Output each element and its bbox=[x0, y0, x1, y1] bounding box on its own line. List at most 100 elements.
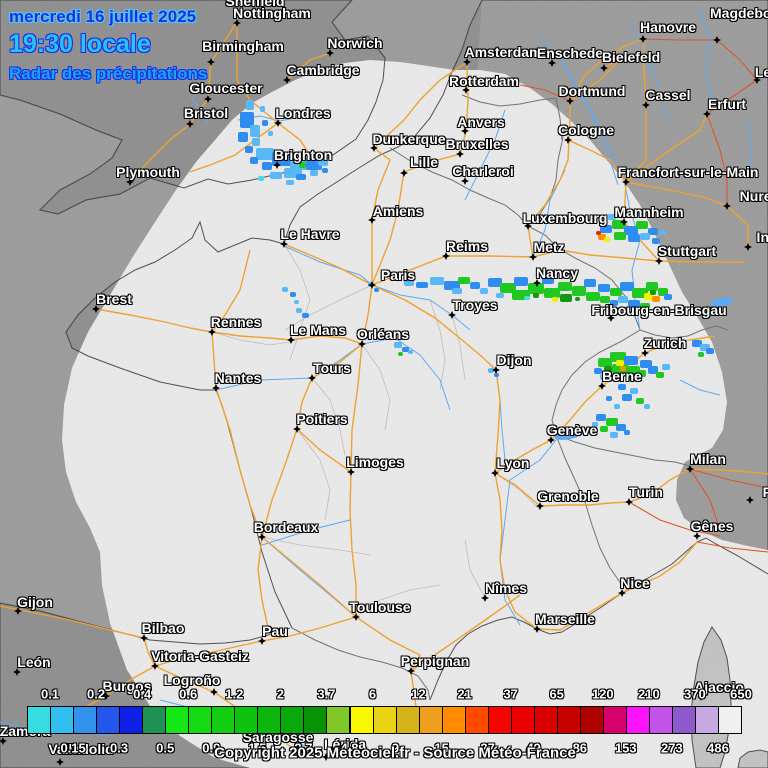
rain-cell bbox=[620, 366, 626, 371]
rain-cell bbox=[596, 231, 601, 235]
rain-cell bbox=[638, 212, 646, 217]
city-marker-icon bbox=[713, 36, 721, 44]
rain-cell bbox=[238, 132, 248, 142]
legend-threshold-label: 153 bbox=[614, 740, 637, 756]
city-marker-icon bbox=[463, 58, 471, 66]
city-marker-icon bbox=[686, 465, 694, 473]
rain-cell bbox=[480, 288, 488, 294]
rain-cell bbox=[496, 293, 504, 298]
city-marker-icon bbox=[368, 216, 376, 224]
legend-color-cell bbox=[119, 706, 144, 734]
rain-cell bbox=[282, 287, 288, 292]
rain-cell bbox=[294, 300, 299, 304]
rain-cell bbox=[374, 288, 379, 292]
rain-cell bbox=[612, 220, 626, 229]
city-marker-icon bbox=[536, 502, 544, 510]
rain-cell bbox=[620, 282, 634, 291]
rain-cell bbox=[258, 176, 264, 181]
legend-threshold-label: 21 bbox=[457, 686, 472, 702]
radar-header: mercredi 16 juillet 2025 19:30 locale Ra… bbox=[9, 8, 207, 82]
city-label: Marseille bbox=[535, 611, 595, 627]
legend-threshold-label: 3.7 bbox=[317, 686, 336, 702]
city-marker-icon bbox=[533, 279, 541, 287]
city-marker-icon bbox=[723, 202, 731, 210]
rain-cell bbox=[408, 350, 413, 354]
legend-color-cell bbox=[694, 706, 719, 734]
city-label: Luxembourg bbox=[522, 210, 608, 226]
city-label: Mannheim bbox=[614, 204, 684, 220]
city-label: Metz bbox=[533, 239, 565, 255]
city-marker-icon bbox=[693, 532, 701, 540]
rain-cell bbox=[402, 347, 409, 352]
city-marker-icon bbox=[293, 425, 301, 433]
rain-cell bbox=[636, 370, 646, 377]
rain-cell bbox=[610, 300, 618, 306]
rain-cell bbox=[618, 296, 628, 303]
city-marker-icon bbox=[642, 101, 650, 109]
city-marker-icon bbox=[210, 688, 218, 696]
city-label: Brest bbox=[96, 291, 132, 307]
city-label: Grenoble bbox=[537, 488, 599, 504]
city-marker-icon bbox=[697, 693, 705, 701]
rain-cell bbox=[488, 368, 494, 373]
rain-cell bbox=[575, 297, 580, 301]
rain-cell bbox=[700, 344, 710, 351]
legend-threshold-label: 120 bbox=[591, 686, 614, 702]
legend-color-cell bbox=[326, 706, 351, 734]
rain-cell bbox=[524, 296, 530, 300]
city-marker-icon bbox=[258, 637, 266, 645]
rain-cell bbox=[240, 112, 254, 128]
city-marker-icon bbox=[491, 469, 499, 477]
legend-threshold-label: 86 bbox=[572, 740, 588, 756]
rain-cell bbox=[533, 293, 539, 298]
city-label: Vitoria-Gasteiz bbox=[151, 648, 249, 664]
city-marker-icon bbox=[607, 314, 615, 322]
city-label: Bilbao bbox=[141, 620, 185, 636]
city-label: Valladolid bbox=[48, 741, 114, 757]
rain-cell bbox=[610, 432, 618, 438]
rain-cell bbox=[444, 281, 460, 290]
rain-cell bbox=[310, 170, 318, 176]
rain-cell bbox=[644, 293, 654, 300]
legend-threshold-label: 1.2 bbox=[225, 686, 244, 702]
rain-cell bbox=[299, 162, 306, 168]
city-label: Poitiers bbox=[296, 411, 348, 427]
city-label: Pau bbox=[262, 623, 288, 639]
rain-cell bbox=[648, 228, 658, 235]
rain-cell bbox=[270, 172, 282, 179]
city-label: Magdebourg bbox=[710, 5, 768, 21]
city-label: Bielefeld bbox=[601, 49, 661, 65]
rain-cell bbox=[594, 368, 602, 374]
city-marker-icon bbox=[308, 374, 316, 382]
rain-cell bbox=[636, 221, 648, 229]
legend-color-cell bbox=[718, 706, 742, 734]
city-marker-icon bbox=[208, 328, 216, 336]
legend-color-cell bbox=[142, 706, 167, 734]
city-marker-icon bbox=[639, 35, 647, 43]
city-label: Hanovre bbox=[639, 19, 697, 35]
rain-cell bbox=[698, 352, 704, 357]
city-label: Ajaccio bbox=[694, 679, 744, 695]
rain-cell bbox=[286, 180, 294, 185]
city-label: Erfurt bbox=[707, 96, 747, 112]
rain-cell bbox=[246, 100, 254, 110]
city-label: Le Mans bbox=[289, 322, 347, 338]
rain-cell bbox=[488, 278, 502, 287]
legend-threshold-label: 2.7 bbox=[294, 740, 313, 756]
city-marker-icon bbox=[140, 634, 148, 642]
rain-cell bbox=[544, 288, 560, 298]
city-label: Lille bbox=[409, 154, 439, 170]
city-label: Cambridge bbox=[286, 62, 360, 78]
rain-cell bbox=[250, 125, 260, 137]
legend-color-cell bbox=[441, 706, 466, 734]
legend-color-cell bbox=[395, 706, 420, 734]
legend-threshold-label: 9 bbox=[391, 740, 400, 756]
rain-cell bbox=[512, 290, 530, 300]
legend-color-cell bbox=[303, 706, 328, 734]
legend-color-cell bbox=[418, 706, 443, 734]
rain-cell bbox=[394, 342, 402, 348]
city-marker-icon bbox=[400, 169, 408, 177]
rain-cell bbox=[494, 373, 499, 377]
